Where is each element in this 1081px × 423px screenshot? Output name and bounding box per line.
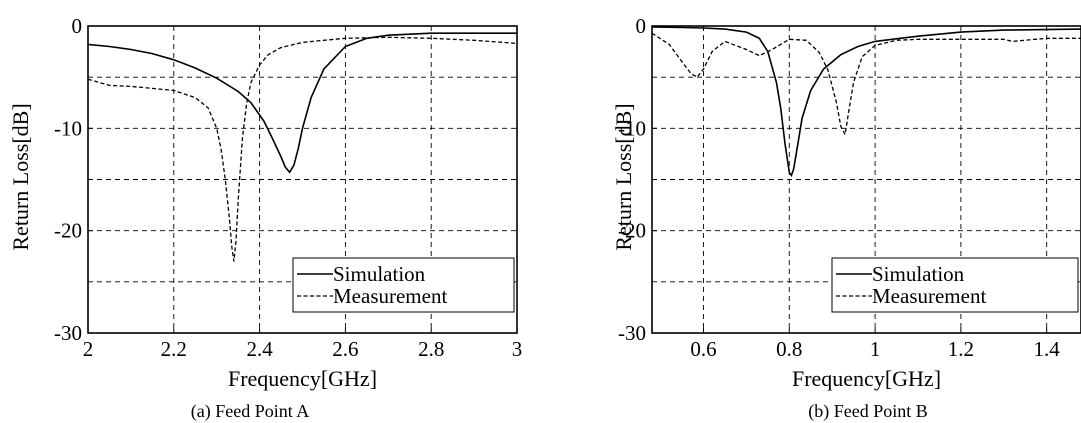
plot-frame <box>87 25 518 334</box>
x-tick-label: 2.8 <box>418 337 444 361</box>
legend-box <box>292 257 515 313</box>
series-line-measurement <box>87 36 518 262</box>
y-tick-label: -20 <box>618 219 646 243</box>
panel-caption: (a) Feed Point A <box>191 401 310 422</box>
y-tick-label: 0 <box>72 14 83 38</box>
y-tick-label: -30 <box>618 321 646 345</box>
x-axis-label: Frequency[GHz] <box>792 366 941 391</box>
x-axis-label: Frequency[GHz] <box>228 366 377 391</box>
y-tick-label: -20 <box>54 219 82 243</box>
y-tick-label: -30 <box>54 321 82 345</box>
x-tick-label: 2.6 <box>332 337 358 361</box>
legend-box <box>831 257 1079 313</box>
legend-label-simulation: Simulation <box>333 262 426 286</box>
legend-label-simulation: Simulation <box>872 262 965 286</box>
x-tick-label: 0.8 <box>776 337 802 361</box>
plot-frame <box>651 25 1081 334</box>
y-tick-label: -10 <box>54 116 82 140</box>
y-axis-label: Return Loss[dB] <box>611 103 636 250</box>
legend-label-measurement: Measurement <box>872 284 986 308</box>
x-tick-label: 2 <box>83 337 94 361</box>
x-tick-label: 2.2 <box>161 337 187 361</box>
x-tick-label: 1.2 <box>948 337 974 361</box>
chart-panel-1: 2 2.2 2.4 2.6 2.8 3 0 -10 -20 -30 Frequency[GHz] Re… <box>8 14 522 422</box>
series-line-measurement <box>651 32 1081 137</box>
series-line-simulation <box>87 32 517 174</box>
series-line-simulation <box>651 26 1081 178</box>
y-axis-label: Return Loss[dB] <box>8 103 33 250</box>
y-tick-label: 0 <box>636 14 647 38</box>
chart-panel-2: 0.6 0.8 1 1.2 1.4 0 -10 -20 -30 Frequency[GHz] Ret… <box>611 14 1081 422</box>
x-tick-label: 1 <box>870 337 881 361</box>
panel-caption: (b) Feed Point B <box>808 401 928 422</box>
legend-label-measurement: Measurement <box>333 284 447 308</box>
y-tick-label: -10 <box>618 116 646 140</box>
x-tick-label: 0.6 <box>690 337 716 361</box>
x-tick-label: 3 <box>512 337 523 361</box>
x-tick-label: 1.4 <box>1034 337 1061 361</box>
x-tick-label: 2.4 <box>246 337 273 361</box>
